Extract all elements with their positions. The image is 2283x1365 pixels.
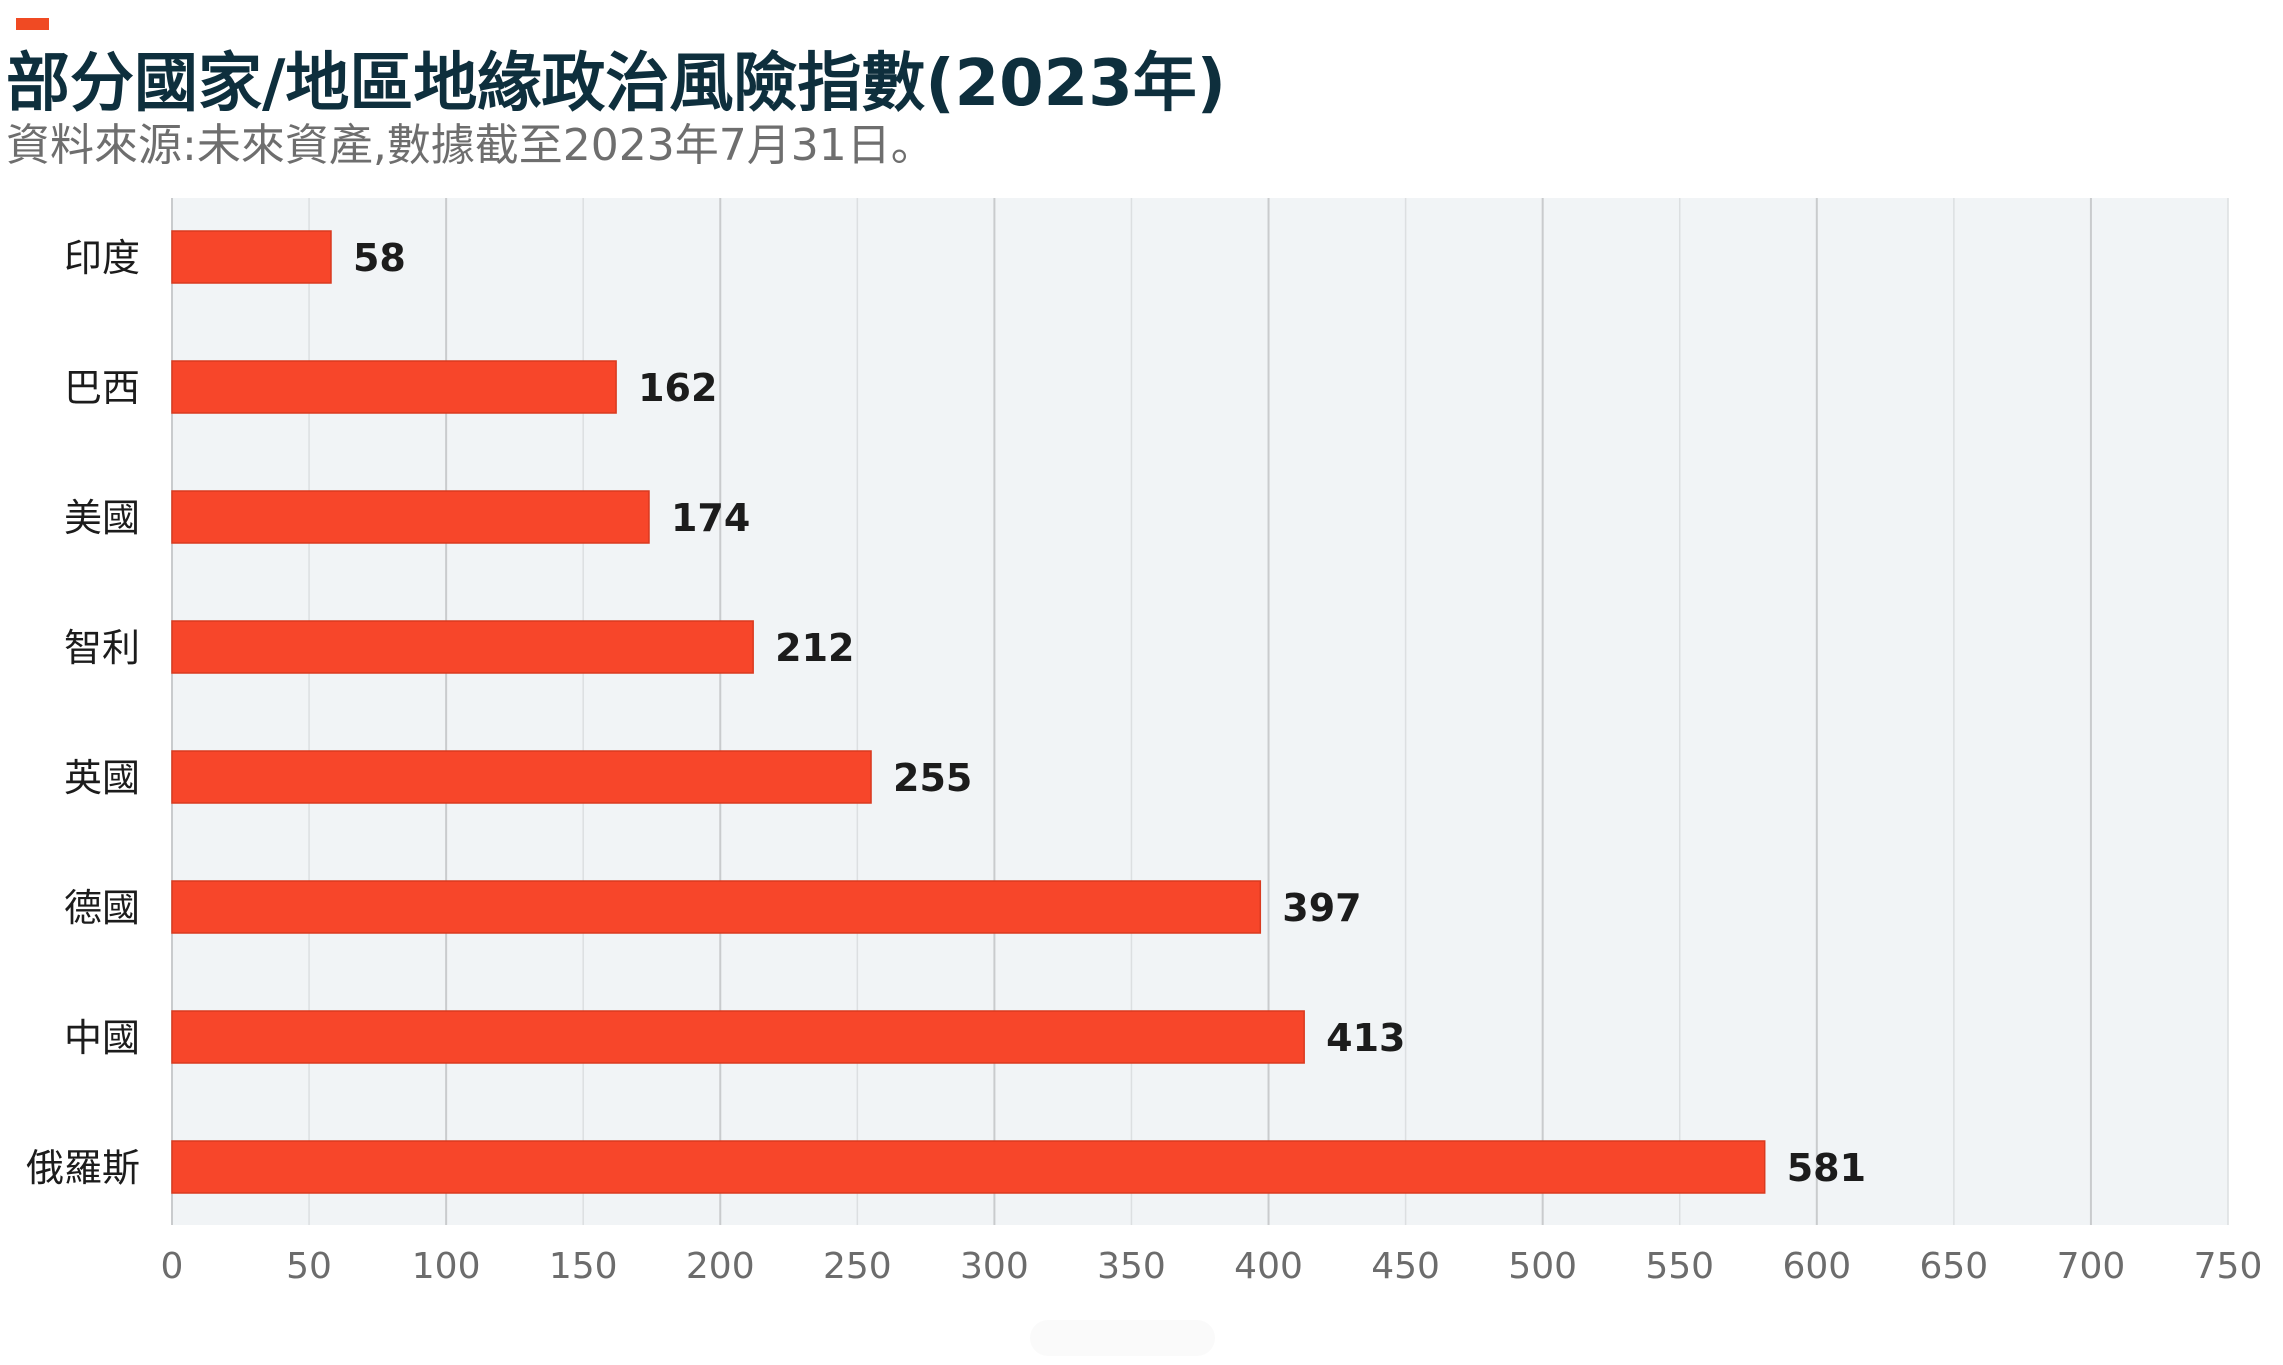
category-label-3: 智利 — [64, 626, 140, 670]
data-label-6: 413 — [1326, 1016, 1405, 1060]
data-labels: 58 162 174 212 255 397 413 581 — [353, 236, 1866, 1190]
x-tick-label-700: 700 — [2057, 1246, 2126, 1287]
x-axis-ticks: 0 50 100 150 200 250 300 350 400 450 500 550 600 650 7… — [161, 1246, 2263, 1287]
bar-2 — [171, 490, 650, 544]
x-tick-label-250: 250 — [823, 1246, 892, 1287]
data-label-0: 58 — [353, 236, 406, 280]
title-accent-mark — [16, 18, 49, 30]
chart-title: 部分國家/地區地緣政治風險指數(2023年) — [6, 47, 1226, 121]
x-tick-label-300: 300 — [960, 1246, 1029, 1287]
x-tick-label-400: 400 — [1234, 1246, 1303, 1287]
data-label-3: 212 — [775, 626, 854, 670]
bars — [171, 230, 1766, 1194]
category-label-6: 中國 — [64, 1016, 140, 1060]
chart-subtitle: 資料來源:未來資產,數據截至2023年7月31日。 — [6, 120, 935, 171]
bar-4 — [171, 750, 872, 804]
bar-1 — [171, 360, 617, 414]
bar-5 — [171, 880, 1262, 934]
data-label-1: 162 — [638, 366, 717, 410]
x-tick-label-550: 550 — [1645, 1246, 1714, 1287]
category-label-0: 印度 — [64, 236, 140, 280]
x-tick-label-150: 150 — [549, 1246, 618, 1287]
x-tick-label-0: 0 — [161, 1246, 184, 1287]
category-label-1: 巴西 — [64, 366, 140, 410]
x-tick-label-350: 350 — [1097, 1246, 1166, 1287]
category-label-7: 俄羅斯 — [26, 1146, 140, 1190]
footer-blur-mark — [1030, 1320, 1215, 1356]
x-tick-label-750: 750 — [2194, 1246, 2263, 1287]
bar-3 — [171, 620, 754, 674]
plot-background — [172, 198, 2228, 1225]
category-label-4: 英國 — [64, 756, 140, 800]
plot-area — [172, 198, 2228, 1225]
bar-6 — [171, 1010, 1305, 1064]
data-label-4: 255 — [893, 756, 972, 800]
data-label-5: 397 — [1282, 886, 1361, 930]
bar-7 — [171, 1140, 1766, 1194]
x-tick-label-600: 600 — [1782, 1246, 1851, 1287]
x-tick-label-500: 500 — [1508, 1246, 1577, 1287]
x-tick-label-450: 450 — [1371, 1246, 1440, 1287]
data-label-7: 581 — [1787, 1146, 1866, 1190]
data-label-2: 174 — [671, 496, 750, 540]
x-tick-label-650: 650 — [1920, 1246, 1989, 1287]
x-tick-label-200: 200 — [686, 1246, 755, 1287]
category-label-5: 德國 — [64, 886, 140, 930]
x-tick-label-50: 50 — [286, 1246, 332, 1287]
bar-0 — [171, 230, 332, 284]
category-label-2: 美國 — [64, 496, 140, 540]
x-tick-label-100: 100 — [412, 1246, 481, 1287]
